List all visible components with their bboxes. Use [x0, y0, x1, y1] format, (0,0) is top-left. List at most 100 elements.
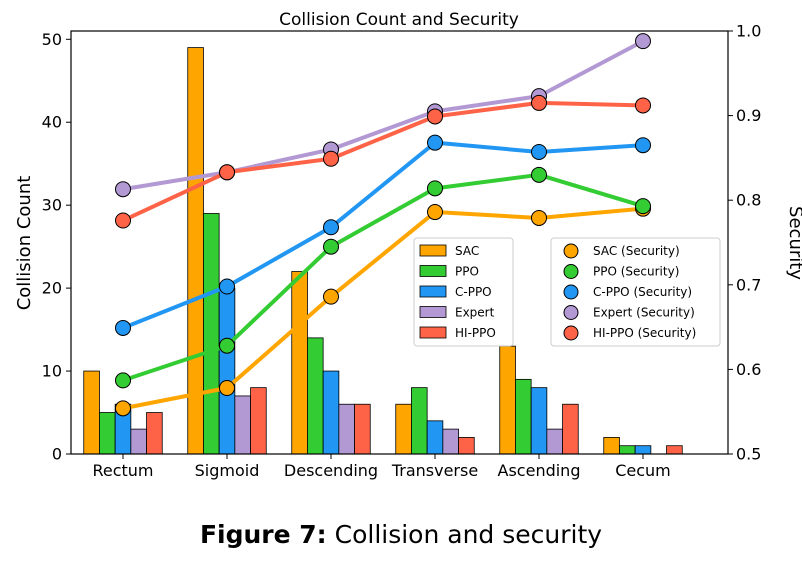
bar-expert-ascending [546, 428, 563, 455]
y-axis-label: Collision Count [14, 176, 35, 311]
bar-sac-cecum [603, 437, 620, 455]
point-hi-ppo-security-descending [323, 150, 339, 167]
point-ppo-security-rectum [115, 372, 131, 389]
bar-hi-ppo-ascending [562, 403, 579, 455]
y-tick-label: 40 [42, 113, 62, 132]
line-sac-security [122, 206, 644, 411]
point-hi-ppo-security-ascending [531, 94, 547, 111]
bar-layer [83, 47, 683, 455]
legend-label: SAC (Security) [593, 244, 680, 258]
bar-ppo-sigmoid [203, 213, 220, 455]
bar-sac-rectum [83, 370, 100, 455]
legend-label: Expert (Security) [593, 306, 695, 320]
point-sac-security-descending [323, 288, 339, 305]
legend-label: HI-PPO (Security) [593, 326, 696, 340]
legend-marker [563, 325, 579, 341]
legend-marker [563, 264, 579, 279]
y2-axis-label: Security [785, 206, 802, 280]
legend-bars: SAC PPO C-PPO Expert HI-PPO [413, 237, 514, 347]
bar-ppo-descending [307, 337, 324, 455]
bar-c-ppo-ascending [530, 387, 548, 455]
bar-expert-transverse [442, 428, 459, 455]
y2-tick-label: 0.6 [736, 360, 761, 379]
y2-tick-label: 0.9 [736, 106, 761, 125]
point-hi-ppo-security-rectum [115, 212, 131, 229]
chart-title: Collision Count and Security [279, 10, 519, 30]
bar-hi-ppo-cecum [666, 445, 683, 455]
line-expert-security [122, 39, 644, 192]
legend-label: C-PPO [455, 285, 492, 299]
x-tick-label: Sigmoid [195, 461, 260, 480]
y-tick-label: 10 [42, 362, 62, 381]
figure-label: Figure 7: [199, 520, 327, 549]
collision-security-chart: Collision Count and Security Collision C… [14, 10, 802, 481]
point-c-ppo-security-sigmoid [219, 278, 235, 295]
legend-label: SAC [455, 244, 479, 258]
line-c-ppo-security [122, 140, 644, 330]
legend-security-frame [550, 237, 721, 347]
bar-expert-descending [338, 403, 355, 455]
y2-tick-label: 0.5 [736, 445, 761, 464]
bar-c-ppo-transverse [426, 420, 444, 455]
legend-marker [563, 243, 579, 259]
legend-label: C-PPO (Security) [593, 285, 692, 299]
bar-ppo-transverse [411, 387, 428, 455]
legend-swatch [419, 306, 447, 318]
bar-expert-sigmoid [234, 395, 251, 455]
bar-ppo-rectum [99, 412, 116, 455]
figure-caption-text: Collision and security [326, 520, 603, 549]
bar-expert-rectum [130, 428, 147, 455]
legend-swatch [419, 265, 447, 277]
legend-swatch [419, 285, 447, 298]
figure-caption: Figure 7: Collision and security [0, 520, 802, 549]
legend-marker [563, 305, 579, 320]
point-sac-security-sigmoid [219, 380, 235, 397]
x-tick-label: Transverse [391, 461, 478, 480]
point-ppo-security-descending [323, 238, 339, 255]
y2-tick-label: 0.7 [736, 275, 761, 294]
y-tick-label: 20 [42, 279, 62, 298]
point-expert-security-cecum [635, 33, 651, 50]
bar-c-ppo-descending [322, 370, 340, 455]
plot-frame [70, 30, 729, 455]
bar-hi-ppo-rectum [146, 412, 163, 455]
bar-hi-ppo-descending [354, 403, 371, 455]
point-c-ppo-security-cecum [635, 137, 651, 154]
line-layer [115, 33, 651, 417]
bar-hi-ppo-sigmoid [250, 387, 267, 455]
legend-bars-frame [413, 237, 514, 347]
y2-tick-label: 1.0 [736, 22, 761, 41]
point-c-ppo-security-descending [323, 219, 339, 236]
point-hi-ppo-security-transverse [427, 108, 443, 125]
point-hi-ppo-security-cecum [635, 97, 651, 114]
legend-marker [563, 284, 579, 300]
point-hi-ppo-security-sigmoid [219, 164, 235, 181]
legend-security: SAC (Security) PPO (Security) C-PPO (Secur… [550, 237, 721, 347]
legend-label: Expert [455, 306, 495, 320]
bar-sac-descending [291, 271, 308, 455]
point-c-ppo-security-transverse [427, 134, 443, 151]
bar-sac-transverse [395, 403, 412, 455]
bar-ppo-cecum [619, 445, 636, 455]
bar-ppo-ascending [515, 378, 532, 455]
bar-sac-ascending [499, 345, 516, 455]
y-tick-label: 30 [42, 196, 62, 215]
legend-label: PPO (Security) [593, 265, 679, 279]
point-ppo-security-transverse [427, 180, 443, 197]
y-tick-label: 0 [52, 445, 62, 464]
point-ppo-security-ascending [531, 166, 547, 183]
point-c-ppo-security-rectum [115, 319, 131, 336]
y-tick-label: 50 [42, 30, 62, 49]
legend-label: HI-PPO [455, 326, 496, 340]
point-expert-security-rectum [115, 181, 131, 198]
x-tick-label: Cecum [615, 461, 671, 480]
point-c-ppo-security-ascending [531, 143, 547, 160]
axes: 0 10 20 30 40 50 0.5 0.6 0.7 0.8 0.9 1.0 Rectum Sigmo… [42, 22, 762, 481]
x-tick-label: Rectum [92, 461, 153, 480]
point-ppo-security-cecum [635, 198, 651, 215]
bar-hi-ppo-transverse [458, 437, 475, 455]
x-tick-label: Ascending [498, 461, 581, 480]
bar-c-ppo-sigmoid [218, 287, 236, 455]
bar-c-ppo-cecum [634, 445, 652, 455]
y2-tick-label: 0.8 [736, 191, 761, 210]
